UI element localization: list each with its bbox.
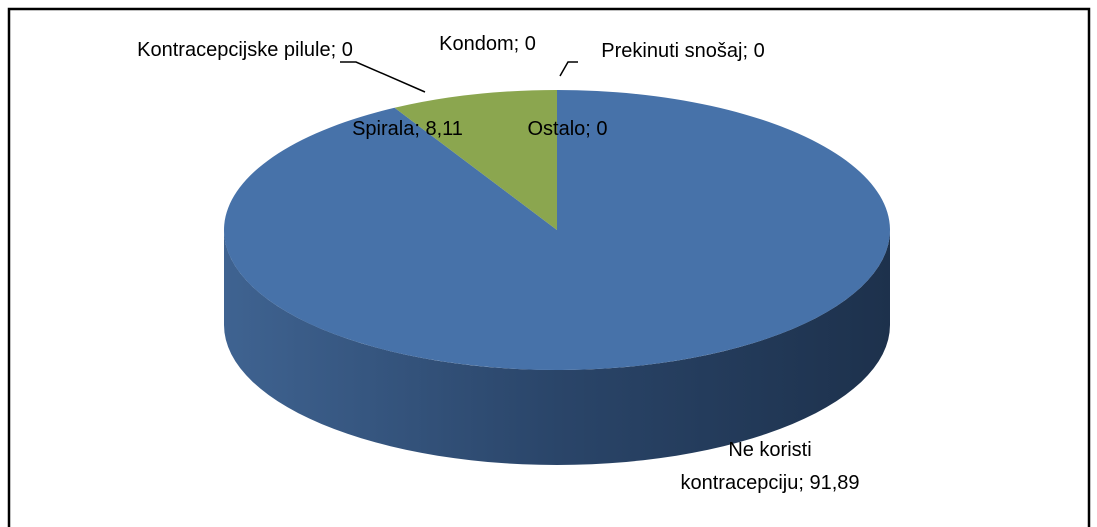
data-label: Ne koristi kontracepciju; 91,89: [680, 434, 860, 500]
data-label: Spirala; 8,11: [340, 113, 475, 146]
label-category: Ne koristi kontracepciju: [680, 439, 812, 494]
label-separator: ;: [330, 39, 342, 61]
label-separator: ;: [798, 472, 810, 494]
leader-line: [559, 61, 578, 77]
label-value: 0: [341, 39, 353, 61]
label-category: Kontracepcijske pilule: [137, 39, 331, 61]
label-value: 8,11: [425, 118, 463, 140]
pie-side: [224, 230, 890, 465]
leader-line: [340, 61, 426, 93]
data-label: Kontracepcijske pilule; 0: [130, 34, 360, 67]
label-category: Ostalo: [527, 118, 586, 140]
label-category: Prekinuti snošaj: [601, 40, 743, 62]
label-separator: ;: [742, 40, 754, 62]
label-value: 91,89: [809, 472, 860, 494]
label-separator: ;: [513, 33, 525, 55]
label-value: 0: [524, 33, 536, 55]
data-label: Kondom; 0: [415, 28, 560, 61]
data-label: Prekinuti snošaj; 0: [578, 35, 788, 68]
label-category: Kondom: [439, 33, 514, 55]
label-value: 0: [596, 118, 608, 140]
pie: [224, 90, 891, 465]
label-category: Spirala: [352, 118, 415, 140]
label-separator: ;: [585, 118, 597, 140]
pie-slice: [394, 90, 557, 230]
label-value: 0: [753, 40, 765, 62]
data-label: Ostalo; 0: [510, 113, 625, 146]
frame: [7, 7, 1091, 527]
label-separator: ;: [414, 118, 426, 140]
